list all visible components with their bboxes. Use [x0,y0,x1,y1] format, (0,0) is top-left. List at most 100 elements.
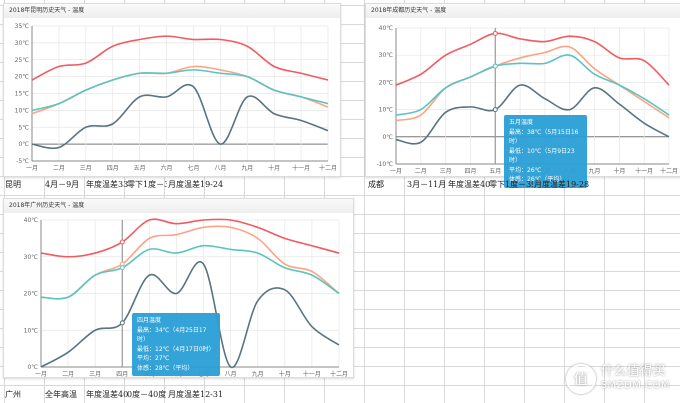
tooltip-feel: 体感：28℃（平均） [137,364,194,372]
cell-period[interactable]: 全年高温 [45,390,77,399]
series-line-avg[interactable] [395,54,670,116]
x-tick-label: 十一月 [292,164,310,172]
cell-annual-range[interactable]: 年度温差40 [448,180,491,189]
cell-extremes[interactable]: 零下1度－3 [127,180,167,189]
series-line-high[interactable] [40,218,340,258]
cell-city[interactable]: 成都 [368,180,384,189]
x-tick-label: 十一月 [303,370,321,377]
tooltip-high: 最高：38℃（5月15日16时） [509,128,579,146]
watermark-site: SMZDM.COM [600,380,670,391]
series-line-high[interactable] [31,35,329,81]
smzdm-logo-icon: 值 [565,364,596,394]
watermark: 值 什么值得买 SMZDM.COM [565,364,670,394]
cell-city[interactable]: 广州 [5,390,21,399]
cell-monthly-range[interactable]: 月度温差19-28 [534,180,590,189]
point-high[interactable] [119,239,125,245]
x-tick-label: 二月 [62,371,74,377]
series-line-high[interactable] [395,32,670,86]
x-tick-label: 一月 [26,165,38,172]
x-tick-label: 八月 [225,371,237,377]
y-tick-label: 0℃ [382,134,393,141]
y-tick-label: 40℃ [24,217,39,224]
y-tick-label: 30℃ [24,254,39,261]
x-tick-label: 七月 [187,164,199,172]
y-tick-label: 30℃ [379,52,394,59]
chart-title: 2018年成都历史天气 - 温度 [366,4,680,18]
tooltip-high: 最高：34℃（4月25日17时） [137,326,207,344]
tooltip-low: 最低：10℃（5月9日23时） [509,147,575,165]
tooltip-feel: 体感：26℃（平均） [509,176,566,183]
chart-title: 2018年昆明历史天气 - 温度 [4,4,340,18]
row-kunming: 昆明 4月－9月 年度温差33 零下1度－3 月度温差19-24 [0,177,340,193]
cell-monthly-range[interactable]: 月度温差12-31 [168,390,224,399]
y-tick-label: 10℃ [379,107,394,114]
x-tick-label: 九月 [241,164,253,172]
cell-extremes[interactable]: 0度－40度 [127,390,167,399]
x-tick-label: 二月 [53,165,65,172]
guangzhou-chart: 2018年广州历史天气 - 温度 0℃10℃20℃30℃40℃一月二月三月四月五… [3,198,354,378]
y-tick-label: 35℃ [15,23,30,30]
x-tick-label: 五月 [489,168,501,175]
tooltip-avg: 平均：26℃ [509,166,542,174]
y-tick-label: 10℃ [24,327,39,334]
point-avg[interactable] [492,63,498,69]
y-tick-label: 0℃ [27,364,38,371]
x-tick-label: 十二月 [330,370,348,377]
y-tick-label: -10℃ [376,161,393,168]
series-line-low[interactable] [40,261,340,368]
y-tick-label: 5℃ [18,124,29,131]
x-tick-label: 十月 [613,167,625,175]
point-high[interactable] [492,30,498,36]
x-tick-label: 四月 [116,371,128,377]
chart-title: 2018年广州历史天气 - 温度 [4,199,353,213]
y-tick-label: 15℃ [15,91,30,98]
cell-extremes[interactable]: 零下1度－39 [489,180,533,189]
point-low[interactable] [119,320,125,326]
y-tick-label: 40℃ [379,25,394,32]
cell-period[interactable]: 3月－11月 [407,180,447,189]
x-tick-label: 一月 [390,168,402,175]
y-tick-label: 20℃ [379,79,394,86]
y-tick-label: 0℃ [18,141,29,148]
kunming-chart: 2018年昆明历史天气 - 温度 -5℃ 0℃ 5℃ 10℃ 15℃ 20℃ 25℃ 30℃ 3… [3,3,341,177]
x-tick-label: 八月 [214,165,226,172]
chengdu-chart: 2018年成都历史天气 - 温度 -10℃ 0℃ 10℃ 20℃ 30℃ 40℃ 一月 二月 三… [365,3,680,188]
x-tick-label: 十月 [279,370,291,377]
tooltip: 五月温度 最高：38℃（5月15日16时） 最低：10℃（5月9日23时） 平均… [504,115,587,188]
x-tick-label: 一月 [35,371,47,377]
y-tick-label: -5℃ [16,158,29,165]
cell-annual-range[interactable]: 年度温差33 [86,180,129,189]
cell-period[interactable]: 4月－9月 [45,180,80,189]
series-line-avg[interactable] [40,244,340,300]
x-tick-label: 三月 [89,371,101,377]
x-tick-label: 九月 [252,370,264,377]
point-low[interactable] [492,107,498,113]
series-line-low[interactable] [31,83,329,150]
x-tick-label: 十二月 [660,167,678,175]
tooltip-low: 最低：12℃（4月17日0时） [137,345,215,353]
y-tick-label: 20℃ [15,74,30,81]
x-tick-label: 二月 [415,168,427,175]
watermark-name: 什么值得买 [600,364,666,379]
x-tick-label: 五月 [134,165,146,172]
x-tick-label: 十月 [268,164,280,172]
cell-annual-range[interactable]: 年度温差40 [86,390,129,399]
x-tick-label: 六月 [161,164,173,172]
x-tick-label: 十二月 [319,164,337,172]
chart-plot: -5℃ 0℃ 5℃ 10℃ 15℃ 20℃ 25℃ 30℃ 35℃ 一月 二月 三月 四月 五月 六月 七月 八… [15,23,337,172]
series-line-avg[interactable] [31,69,329,112]
x-tick-label: 三月 [440,168,452,175]
cell-monthly-range[interactable]: 月度温差19-24 [168,180,224,189]
row-guangzhou: 广州 全年高温 年度温差40 0度－40度 月度温差12-31 [0,387,360,403]
cell-city[interactable]: 昆明 [5,180,21,189]
y-tick-label: 10℃ [15,107,30,114]
row-chengdu: 成都 3月－11月 年度温差40 零下1度－39 月度温差19-28 [365,177,680,193]
x-tick-label: 四月 [464,168,476,175]
series-line-feel[interactable] [40,225,340,300]
tooltip: 四月温度 最高：34℃（4月25日17时） 最低：12℃（4月17日0时） 平均… [132,313,220,376]
point-avg[interactable] [119,265,125,271]
tooltip-title: 四月温度 [137,317,162,324]
series-line-low[interactable] [395,84,670,145]
series-line-feel[interactable] [31,65,329,115]
y-tick-label: 30℃ [15,40,30,47]
